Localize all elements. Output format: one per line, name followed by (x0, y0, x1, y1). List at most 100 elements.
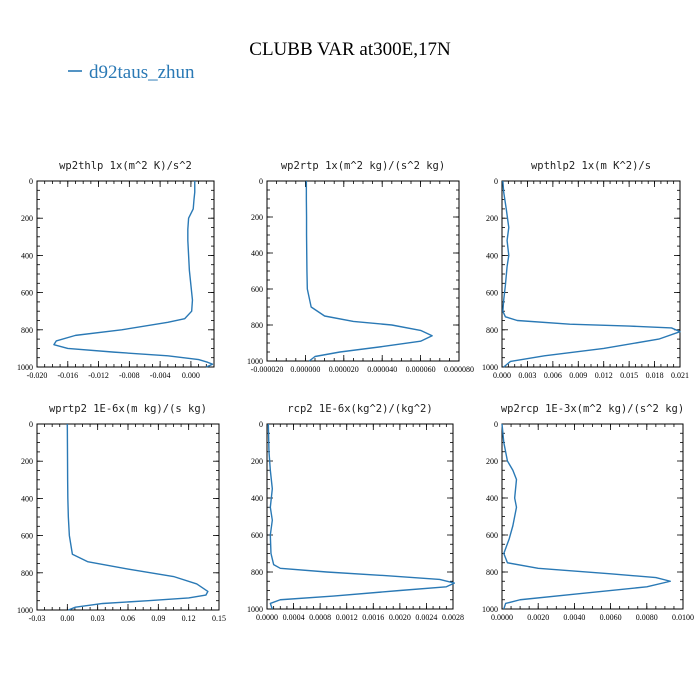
plot-frame (266, 180, 460, 362)
y-tick-label: 0 (29, 420, 33, 429)
x-tick-label: 0.0040 (563, 613, 585, 622)
panel-title: wprtp2 1E-6x(m kg)/(s kg) (49, 403, 207, 415)
y-tick-label: 600 (251, 531, 263, 540)
y-tick-label: 1000 (482, 605, 498, 614)
y-tick-label: 200 (251, 213, 263, 222)
x-tick-label: 0.0016 (362, 613, 384, 622)
panel-title: wp2rtp 1x(m^2 kg)/(s^2 kg) (281, 160, 445, 172)
y-tick-label: 400 (486, 251, 498, 260)
profile-line (501, 423, 672, 610)
y-tick-label: 1000 (17, 606, 33, 615)
y-tick-label: 400 (251, 494, 263, 503)
x-tick-label: 0.000080 (444, 365, 474, 374)
y-tick-label: 1000 (17, 363, 33, 372)
x-tick-label: 0.0000 (491, 613, 513, 622)
x-tick-label: 0.0012 (336, 613, 358, 622)
x-tick-label: 0.0020 (527, 613, 549, 622)
x-tick-label: -0.012 (88, 371, 109, 380)
y-tick-label: 200 (486, 214, 498, 223)
y-tick-label: 200 (21, 214, 33, 223)
y-tick-label: 800 (251, 321, 263, 330)
y-tick-label: 600 (486, 531, 498, 540)
y-tick-label: 1000 (247, 605, 263, 614)
x-tick-label: 0.000 (182, 371, 200, 380)
x-tick-label: 0.15 (212, 614, 226, 623)
y-tick-label: 0 (494, 420, 498, 429)
y-tick-label: 0 (29, 177, 33, 186)
x-tick-label: 0.0060 (600, 613, 622, 622)
x-tick-label: 0.003 (518, 371, 536, 380)
y-tick-label: 400 (21, 251, 33, 260)
x-tick-label: 0.09 (151, 614, 165, 623)
x-tick-label: 0.0024 (415, 613, 437, 622)
y-tick-label: 800 (486, 568, 498, 577)
plot-frame (266, 423, 454, 610)
x-tick-label: -0.020 (27, 371, 48, 380)
profile-line (66, 423, 209, 611)
chart-panel-6: wp2rcp 1E-3x(m^2 kg)/(s^2 kg) 0.0000 0.002… (482, 403, 694, 622)
profile-line (53, 181, 214, 368)
chart-panel-3: wpthlp2 1x(m K^2)/s 0.000 0.003 0.006 0.009 0… (482, 160, 689, 380)
x-tick-label: 0.00 (60, 614, 74, 623)
x-tick-label: -0.016 (57, 371, 78, 380)
x-tick-label: 0.0100 (672, 613, 694, 622)
x-tick-label: 0.0028 (442, 613, 464, 622)
panel-grid: wp2thlp 1x(m^2 K)/s^2 -0.020 -0.016 -0.012 -… (17, 160, 694, 623)
x-tick-label: -0.008 (119, 371, 140, 380)
x-tick-label: 0.0008 (309, 613, 331, 622)
x-tick-label: 0.018 (646, 371, 664, 380)
panel-title: wpthlp2 1x(m K^2)/s (531, 160, 651, 172)
y-tick-label: 600 (486, 289, 498, 298)
x-tick-label: -0.004 (150, 371, 171, 380)
x-tick-label: 0.009 (569, 371, 587, 380)
y-tick-label: 400 (486, 494, 498, 503)
x-tick-label: 0.0020 (389, 613, 411, 622)
y-tick-label: 600 (21, 532, 33, 541)
x-tick-label: -0.03 (29, 614, 46, 623)
legend-label: d92taus_zhun (89, 62, 195, 83)
profile-line (267, 423, 456, 610)
y-tick-label: 1000 (247, 357, 263, 366)
x-tick-label: 0.06 (121, 614, 135, 623)
x-tick-label: 0.0080 (636, 613, 658, 622)
y-tick-label: 200 (251, 457, 263, 466)
plot-frame (501, 423, 684, 610)
x-tick-label: -0.000020 (251, 365, 284, 374)
y-tick-label: 800 (251, 568, 263, 577)
x-tick-label: 0.12 (182, 614, 196, 623)
x-tick-label: 0.000060 (406, 365, 436, 374)
x-tick-label: 0.000000 (290, 365, 320, 374)
profile-line (305, 181, 433, 362)
y-tick-label: 800 (21, 326, 33, 335)
y-tick-label: 0 (259, 177, 263, 186)
panel-title: wp2rcp 1E-3x(m^2 kg)/(s^2 kg) (501, 403, 684, 415)
x-tick-label: 0.006 (544, 371, 562, 380)
legend: d92taus_zhun (68, 62, 195, 83)
y-tick-label: 1000 (482, 363, 498, 372)
x-tick-label: 0.000 (493, 371, 511, 380)
y-tick-label: 800 (21, 569, 33, 578)
y-tick-label: 400 (21, 494, 33, 503)
panel-title: wp2thlp 1x(m^2 K)/s^2 (59, 160, 192, 172)
y-tick-label: 200 (486, 457, 498, 466)
x-tick-label: 0.03 (91, 614, 105, 623)
x-tick-label: 0.0004 (283, 613, 305, 622)
profile-line (502, 180, 681, 368)
panel-title: rcp2 1E-6x(kg^2)/(kg^2) (287, 403, 432, 415)
x-tick-label: 0.000020 (329, 365, 359, 374)
y-tick-label: 200 (21, 457, 33, 466)
y-tick-label: 0 (259, 420, 263, 429)
figure-title: CLUBB VAR at300E,17N (249, 39, 451, 60)
y-tick-label: 0 (494, 177, 498, 186)
plot-frame (501, 180, 681, 368)
x-tick-label: 0.0000 (256, 613, 278, 622)
x-tick-label: 0.000040 (367, 365, 397, 374)
chart-panel-1: wp2thlp 1x(m^2 K)/s^2 -0.020 -0.016 -0.012 -… (17, 160, 215, 380)
y-tick-label: 600 (251, 285, 263, 294)
y-tick-label: 800 (486, 326, 498, 335)
x-tick-label: 0.021 (671, 371, 689, 380)
chart-panel-5: rcp2 1E-6x(kg^2)/(kg^2) 0.0000 0.0004 0.000… (247, 403, 464, 622)
chart-panel-2: wp2rtp 1x(m^2 kg)/(s^2 kg) -0.000020 0.000… (247, 160, 474, 374)
chart-panel-4: wprtp2 1E-6x(m kg)/(s kg) -0.03 0.00 0.03 0.… (17, 403, 226, 623)
